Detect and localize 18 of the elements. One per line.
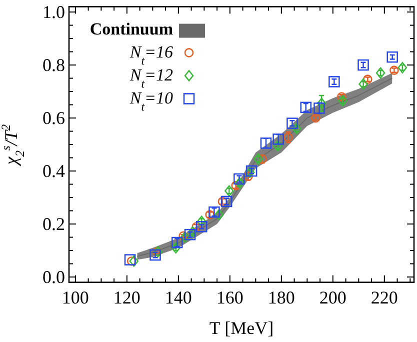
x-tick-label: 220	[370, 287, 398, 308]
y-tick-label: 0.6	[42, 108, 65, 128]
x-tick-label: 140	[164, 287, 192, 308]
x-tick-label: 200	[319, 287, 346, 308]
x-tick-label: 100	[62, 287, 89, 308]
legend-label: Continuum	[90, 20, 173, 39]
legend-label: N$_{t}$=16	[128, 42, 174, 68]
y-tick-label: 1.0	[42, 2, 65, 22]
y-tick-label: 0.0	[42, 267, 65, 287]
y-tick-label: 0.2	[42, 214, 65, 234]
y-tick-label: 0.8	[42, 55, 65, 75]
x-tick-label: 180	[268, 287, 295, 308]
legend-label: N$_{t}$=10	[128, 88, 174, 114]
x-axis-title: T [MeV]	[209, 318, 274, 338]
y-tick-label: 0.4	[42, 161, 65, 181]
x-tick-label: 120	[113, 287, 140, 308]
x-tick-label: 160	[216, 287, 244, 308]
legend-label: N$_{t}$=12	[128, 66, 174, 91]
